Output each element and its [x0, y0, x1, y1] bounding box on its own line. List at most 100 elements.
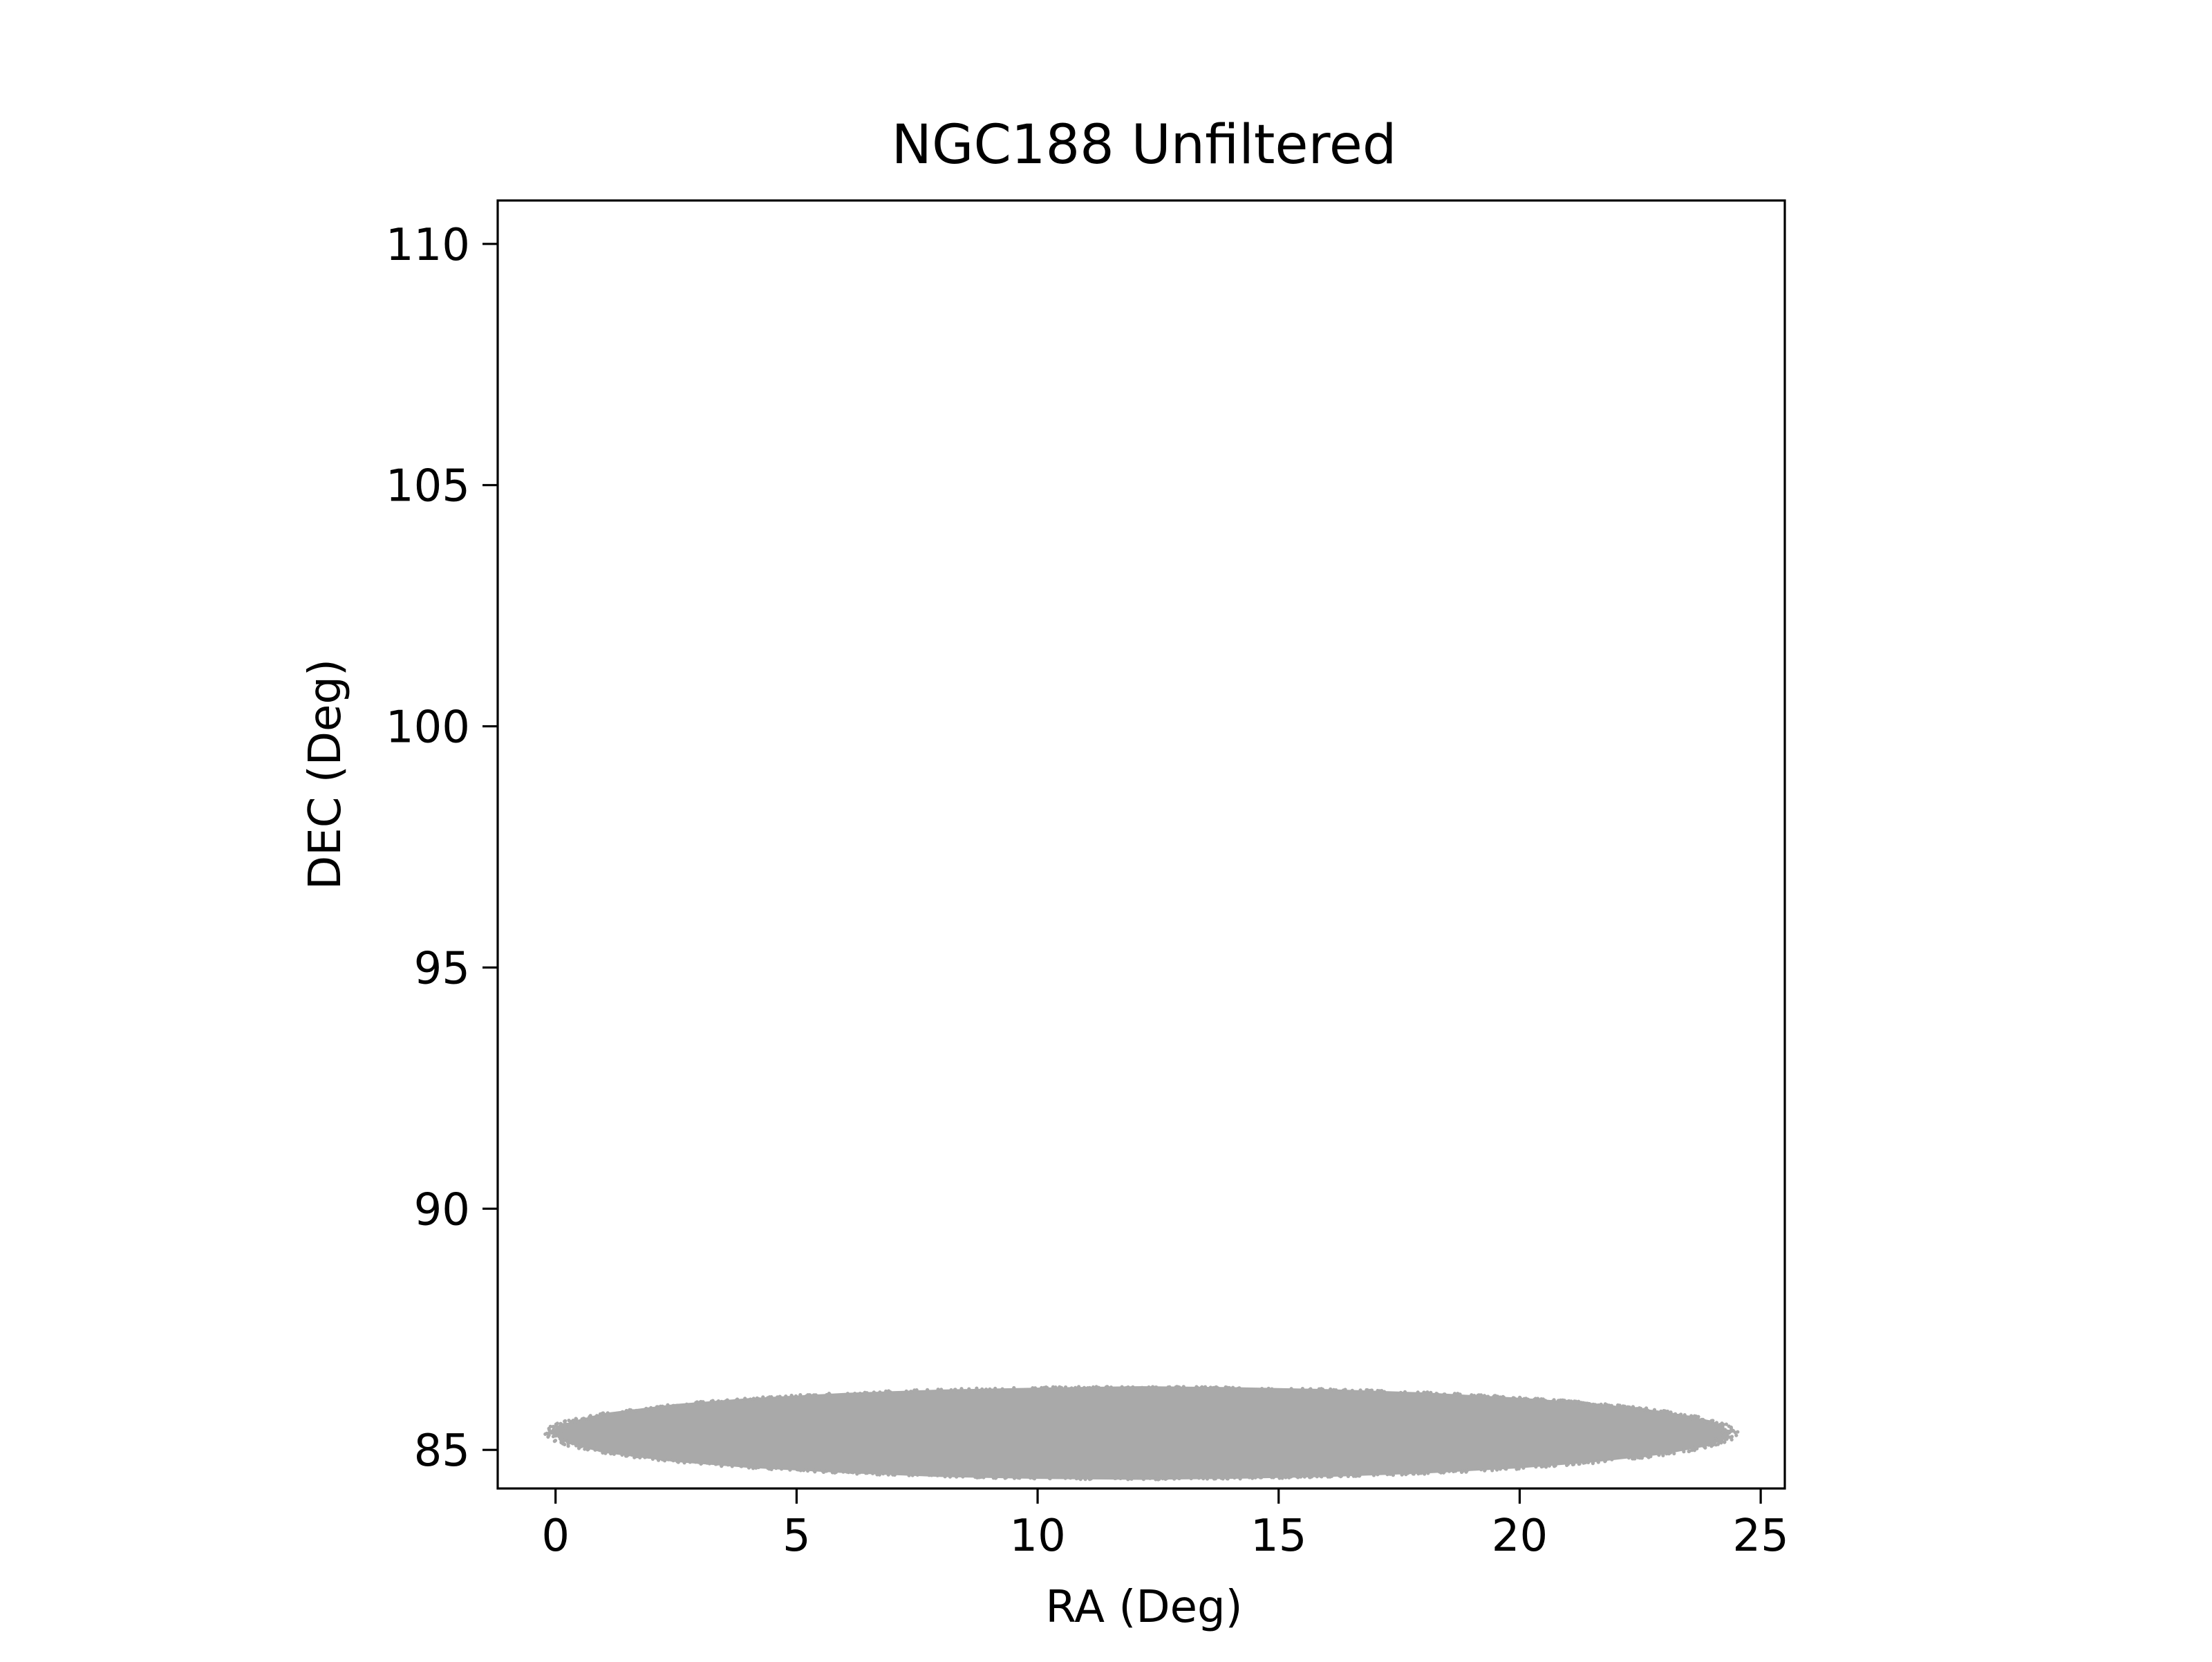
scatter-point [784, 1394, 788, 1399]
scatter-point [766, 1396, 770, 1400]
scatter-point [1711, 1443, 1715, 1447]
scatter-point [907, 1473, 911, 1477]
scatter-point [675, 1403, 679, 1408]
scatter-point [935, 1473, 939, 1477]
scatter-point [1679, 1412, 1683, 1417]
scatter-point [1040, 1385, 1044, 1390]
scatter-point [805, 1468, 810, 1473]
scatter-point [1659, 1409, 1663, 1413]
scatter-point [1633, 1407, 1637, 1411]
scatter-point [1388, 1472, 1392, 1476]
scatter-point [1250, 1476, 1255, 1480]
scatter-point [1421, 1470, 1425, 1475]
scatter-point [641, 1454, 646, 1458]
scatter-point [1181, 1385, 1185, 1389]
scatter-point [591, 1446, 595, 1450]
scatter-point [943, 1475, 947, 1479]
scatter-point [1341, 1388, 1346, 1392]
scatter-point [886, 1473, 890, 1477]
scatter-point [591, 1415, 596, 1420]
scatter-point [858, 1392, 862, 1396]
scatter-point [1534, 1397, 1538, 1402]
scatter-point [1012, 1385, 1016, 1390]
scatter-point [979, 1475, 983, 1479]
scatter-point [1376, 1473, 1380, 1477]
plot-area: 0 5 10 15 20 25 85 90 95 100 105 110 [386, 199, 1789, 1562]
scatter-point [1194, 1385, 1199, 1389]
scatter-point [1094, 1385, 1098, 1389]
scatter-point [1177, 1385, 1181, 1390]
scatter-point [1547, 1464, 1551, 1468]
scatter-point [671, 1403, 675, 1408]
scatter-point [1573, 1400, 1577, 1404]
scatter-point [1544, 1465, 1548, 1469]
y-tick-label: 110 [386, 220, 470, 271]
scatter-point [1127, 1477, 1132, 1481]
scatter-point [561, 1423, 565, 1427]
scatter-point [1667, 1452, 1671, 1456]
scatter-point [1247, 1475, 1251, 1479]
scatter-point [1189, 1476, 1194, 1480]
scatter-point [713, 1462, 718, 1466]
scatter-point [1429, 1390, 1433, 1394]
scatter-point [834, 1470, 838, 1474]
scatter-point [1534, 1465, 1538, 1469]
scatter-point [666, 1457, 671, 1462]
scatter-point [1660, 1451, 1664, 1455]
scatter-point [877, 1473, 881, 1477]
scatter-point [605, 1412, 609, 1417]
scatter-point [1212, 1476, 1216, 1480]
scatter-point [1219, 1476, 1224, 1480]
scatter-point [1711, 1422, 1715, 1426]
x-axis-label: RA (Deg) [1045, 1582, 1242, 1633]
scatter-point [707, 1462, 711, 1466]
scatter-point [1687, 1449, 1691, 1453]
scatter-point [1655, 1410, 1659, 1414]
scatter-point [1271, 1475, 1275, 1479]
scatter-point [975, 1388, 979, 1392]
scatter-point [988, 1387, 992, 1391]
scatter-point [1723, 1439, 1727, 1444]
scatter-point [1398, 1390, 1403, 1394]
scatter-point [1725, 1437, 1729, 1441]
scatter-point [565, 1439, 570, 1444]
scatter-point [1517, 1466, 1521, 1470]
scatter-point [650, 1457, 655, 1461]
scatter-point [1721, 1426, 1725, 1430]
scatter-point [1380, 1389, 1384, 1393]
scatter-point [1443, 1470, 1447, 1474]
scatter-point [720, 1399, 724, 1403]
scatter-point [1665, 1411, 1669, 1415]
scatter-point [1151, 1385, 1155, 1389]
scatter-point [1033, 1386, 1038, 1390]
scatter-point [1452, 1469, 1456, 1473]
scatter-point [872, 1390, 876, 1394]
scatter-point [625, 1409, 629, 1413]
scatter-point [751, 1397, 756, 1401]
scatter-point [1512, 1396, 1517, 1400]
scatter-point [1732, 1429, 1736, 1433]
scatter-point [1069, 1386, 1074, 1390]
scatter-point [1597, 1403, 1601, 1408]
scatter-point [755, 1396, 759, 1400]
scatter-point [1647, 1455, 1651, 1459]
scatter-point [1063, 1476, 1067, 1480]
scatter-point [927, 1473, 931, 1477]
scatter-point [1434, 1392, 1438, 1396]
scatter-point [865, 1391, 869, 1395]
y-tick-label: 90 [414, 1184, 470, 1235]
scatter-point [1203, 1385, 1208, 1389]
scatter-point [841, 1470, 845, 1474]
scatter-point [769, 1467, 774, 1471]
x-tick-label: 25 [1732, 1511, 1788, 1562]
scatter-point [1391, 1473, 1395, 1477]
scatter-point [1591, 1460, 1595, 1464]
scatter-point [1724, 1422, 1728, 1426]
scatter-point [953, 1388, 957, 1392]
scatter-point [658, 1404, 663, 1408]
scatter-point [1161, 1477, 1165, 1481]
scatter-point [825, 1469, 829, 1473]
scatter-point [993, 1476, 997, 1480]
scatter-point [1577, 1461, 1582, 1465]
scatter-point [1300, 1387, 1304, 1391]
